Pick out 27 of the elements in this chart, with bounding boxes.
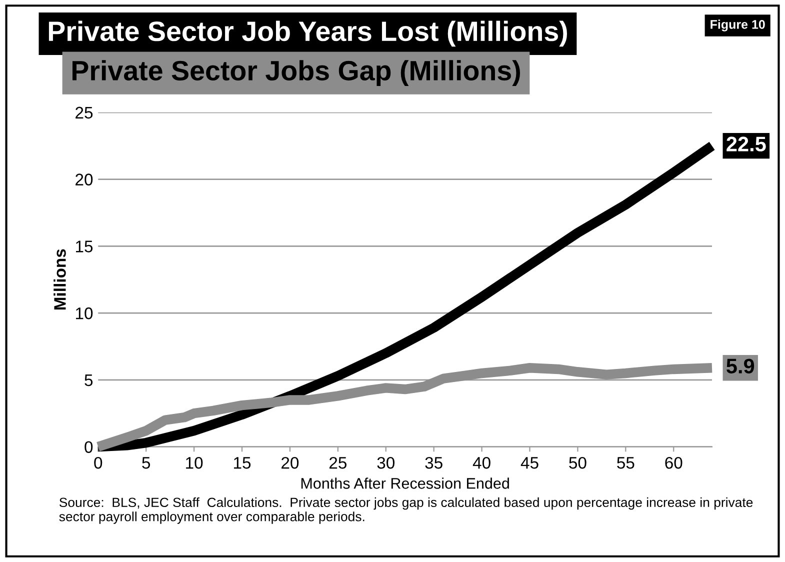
x-tick-label: 40: [472, 456, 490, 469]
x-tick-label: 30: [377, 456, 394, 469]
text: Private Sector Jobs Gap (Millions): [72, 60, 520, 86]
y-tick-label: 15: [76, 240, 93, 252]
source-note: Source: BLS, JEC Staff Calculations. Private sector jobs gap is calculated based upon percentage increase in private sector payroll employment over comparable periods.: [59, 497, 753, 524]
x-tick-label: 15: [234, 457, 251, 469]
y-tick-label: 10: [76, 307, 93, 320]
x-tick-label: 50: [569, 456, 586, 469]
y-axis-title: Millions: [54, 249, 66, 310]
y-tick-label: 5: [84, 374, 93, 386]
caption: Figure 10: [710, 20, 765, 32]
text: Private Sector Job Years Lost (Millions): [48, 20, 567, 47]
x-tick-label: 45: [520, 457, 538, 469]
x-tick-label: 20: [282, 456, 299, 469]
x-tick-label: 60: [665, 456, 682, 469]
x-tick-label: 35: [425, 456, 442, 469]
data-label: 5.9: [726, 358, 754, 374]
y-tick-label: 25: [76, 106, 93, 119]
x-tick-label: 5: [142, 457, 150, 469]
y-tick-label: 0: [84, 441, 93, 453]
x-tick-label: 0: [94, 456, 102, 469]
data-label: 22.5: [726, 136, 766, 152]
x-tick-label: 55: [617, 457, 634, 469]
x-axis-title: Months After Recession Ended: [301, 478, 509, 489]
x-tick-label: 25: [329, 456, 346, 469]
y-tick-label: 20: [76, 174, 93, 186]
x-tick-label: 10: [186, 456, 203, 469]
